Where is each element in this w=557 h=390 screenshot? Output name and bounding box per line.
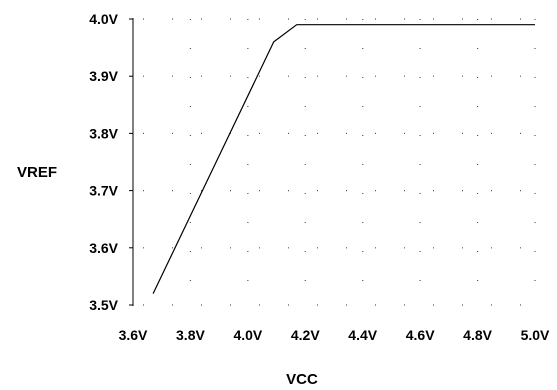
y-axis-ticks: 3.5V 3.6V 3.7V 3.8V 3.9V 4.0V (89, 11, 133, 313)
series-line (152, 24, 535, 294)
x-tick-label: 3.8V (176, 327, 205, 343)
y-tick-label: 3.9V (89, 68, 118, 84)
x-tick-label: 3.6V (119, 327, 148, 343)
series-layer (152, 24, 535, 294)
y-tick-label: 3.8V (89, 125, 118, 141)
x-axis-title: VCC (286, 371, 318, 388)
y-tick-label: 4.0V (89, 11, 118, 27)
x-axis-ticks: 3.6V 3.8V 4.0V 4.2V 4.4V 4.6V 4.8V 5.0V (119, 327, 550, 343)
y-tick-label: 3.7V (89, 183, 118, 199)
y-tick-label: 3.5V (89, 297, 118, 313)
y-tick-label: 3.6V (89, 240, 118, 256)
x-tick-label: 4.0V (233, 327, 262, 343)
grid (143, 18, 543, 306)
x-tick-label: 5.0V (521, 327, 550, 343)
x-tick-label: 4.8V (463, 327, 492, 343)
x-tick-label: 4.2V (291, 327, 320, 343)
x-tick-label: 4.6V (406, 327, 435, 343)
x-tick-label: 4.4V (348, 327, 377, 343)
y-axis-title: VREF (17, 164, 57, 181)
